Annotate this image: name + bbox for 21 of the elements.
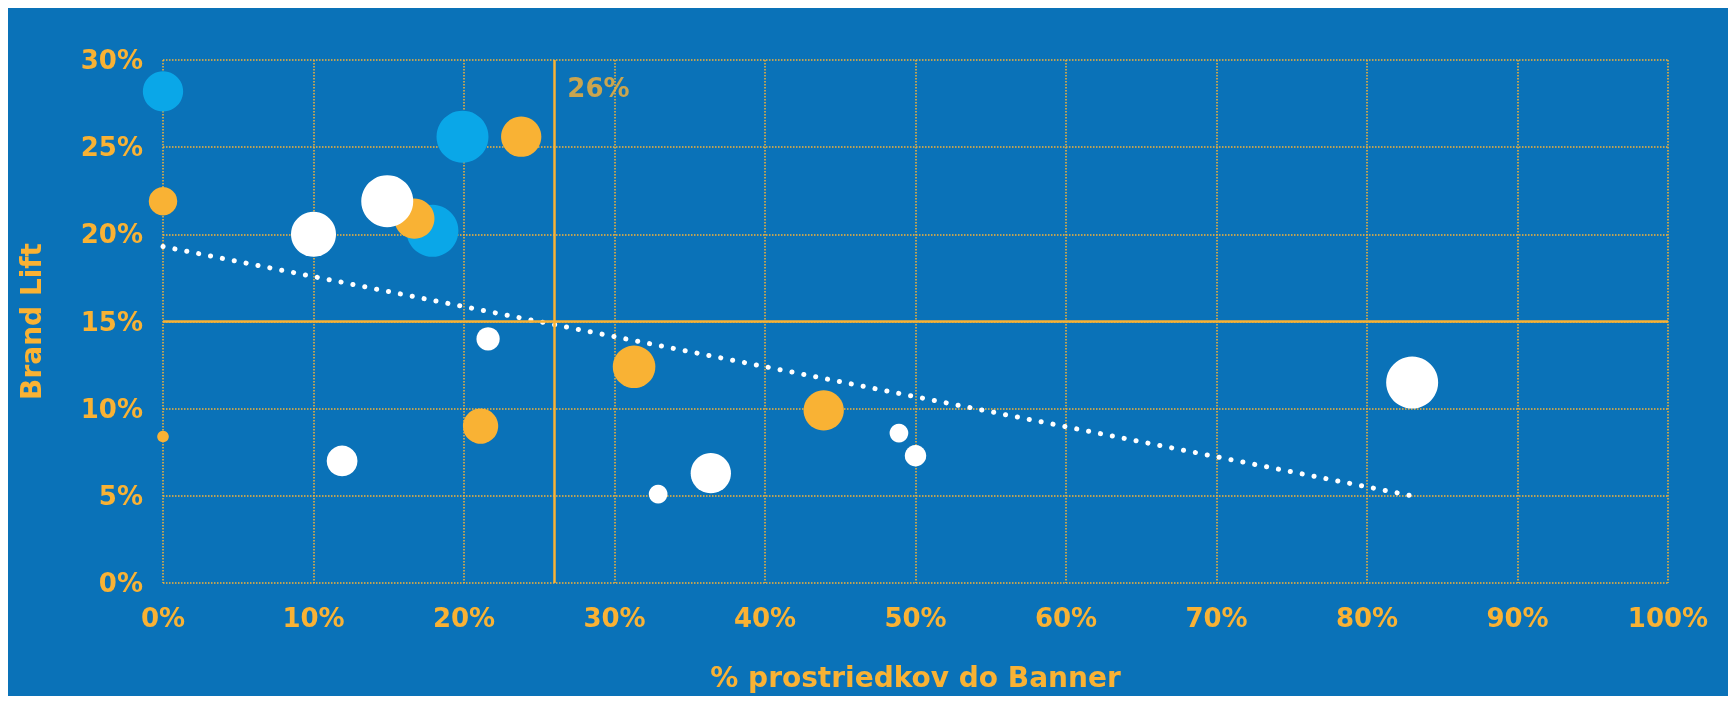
x-tick-label: 100% [1627, 603, 1709, 633]
x-tick-label: 70% [1185, 603, 1248, 633]
y-axis-title: Brand Lift [14, 243, 48, 400]
y-tick-label: 5% [98, 480, 143, 511]
ref-line-label: 26% [567, 73, 630, 103]
x-tick-label: 60% [1034, 603, 1098, 633]
x-tick-label: 30% [583, 603, 646, 633]
y-tick-label: 10% [80, 393, 143, 424]
x-tick-label: 90% [1486, 603, 1549, 633]
x-axis-title: % prostriedkov do Banner [710, 660, 1121, 694]
x-tick-label: 0% [140, 603, 186, 633]
x-tick-label: 10% [282, 603, 345, 633]
y-tick-label: 30% [80, 45, 143, 75]
x-tick-label: 80% [1335, 603, 1399, 633]
y-tick-label: 20% [80, 219, 143, 250]
y-tick-label: 15% [80, 306, 143, 337]
y-tick-label: 0% [98, 568, 143, 598]
x-tick-label: 40% [733, 603, 797, 633]
y-tick-label: 25% [80, 132, 143, 163]
x-tick-label: 50% [884, 603, 947, 633]
x-tick-label: 20% [432, 603, 496, 633]
